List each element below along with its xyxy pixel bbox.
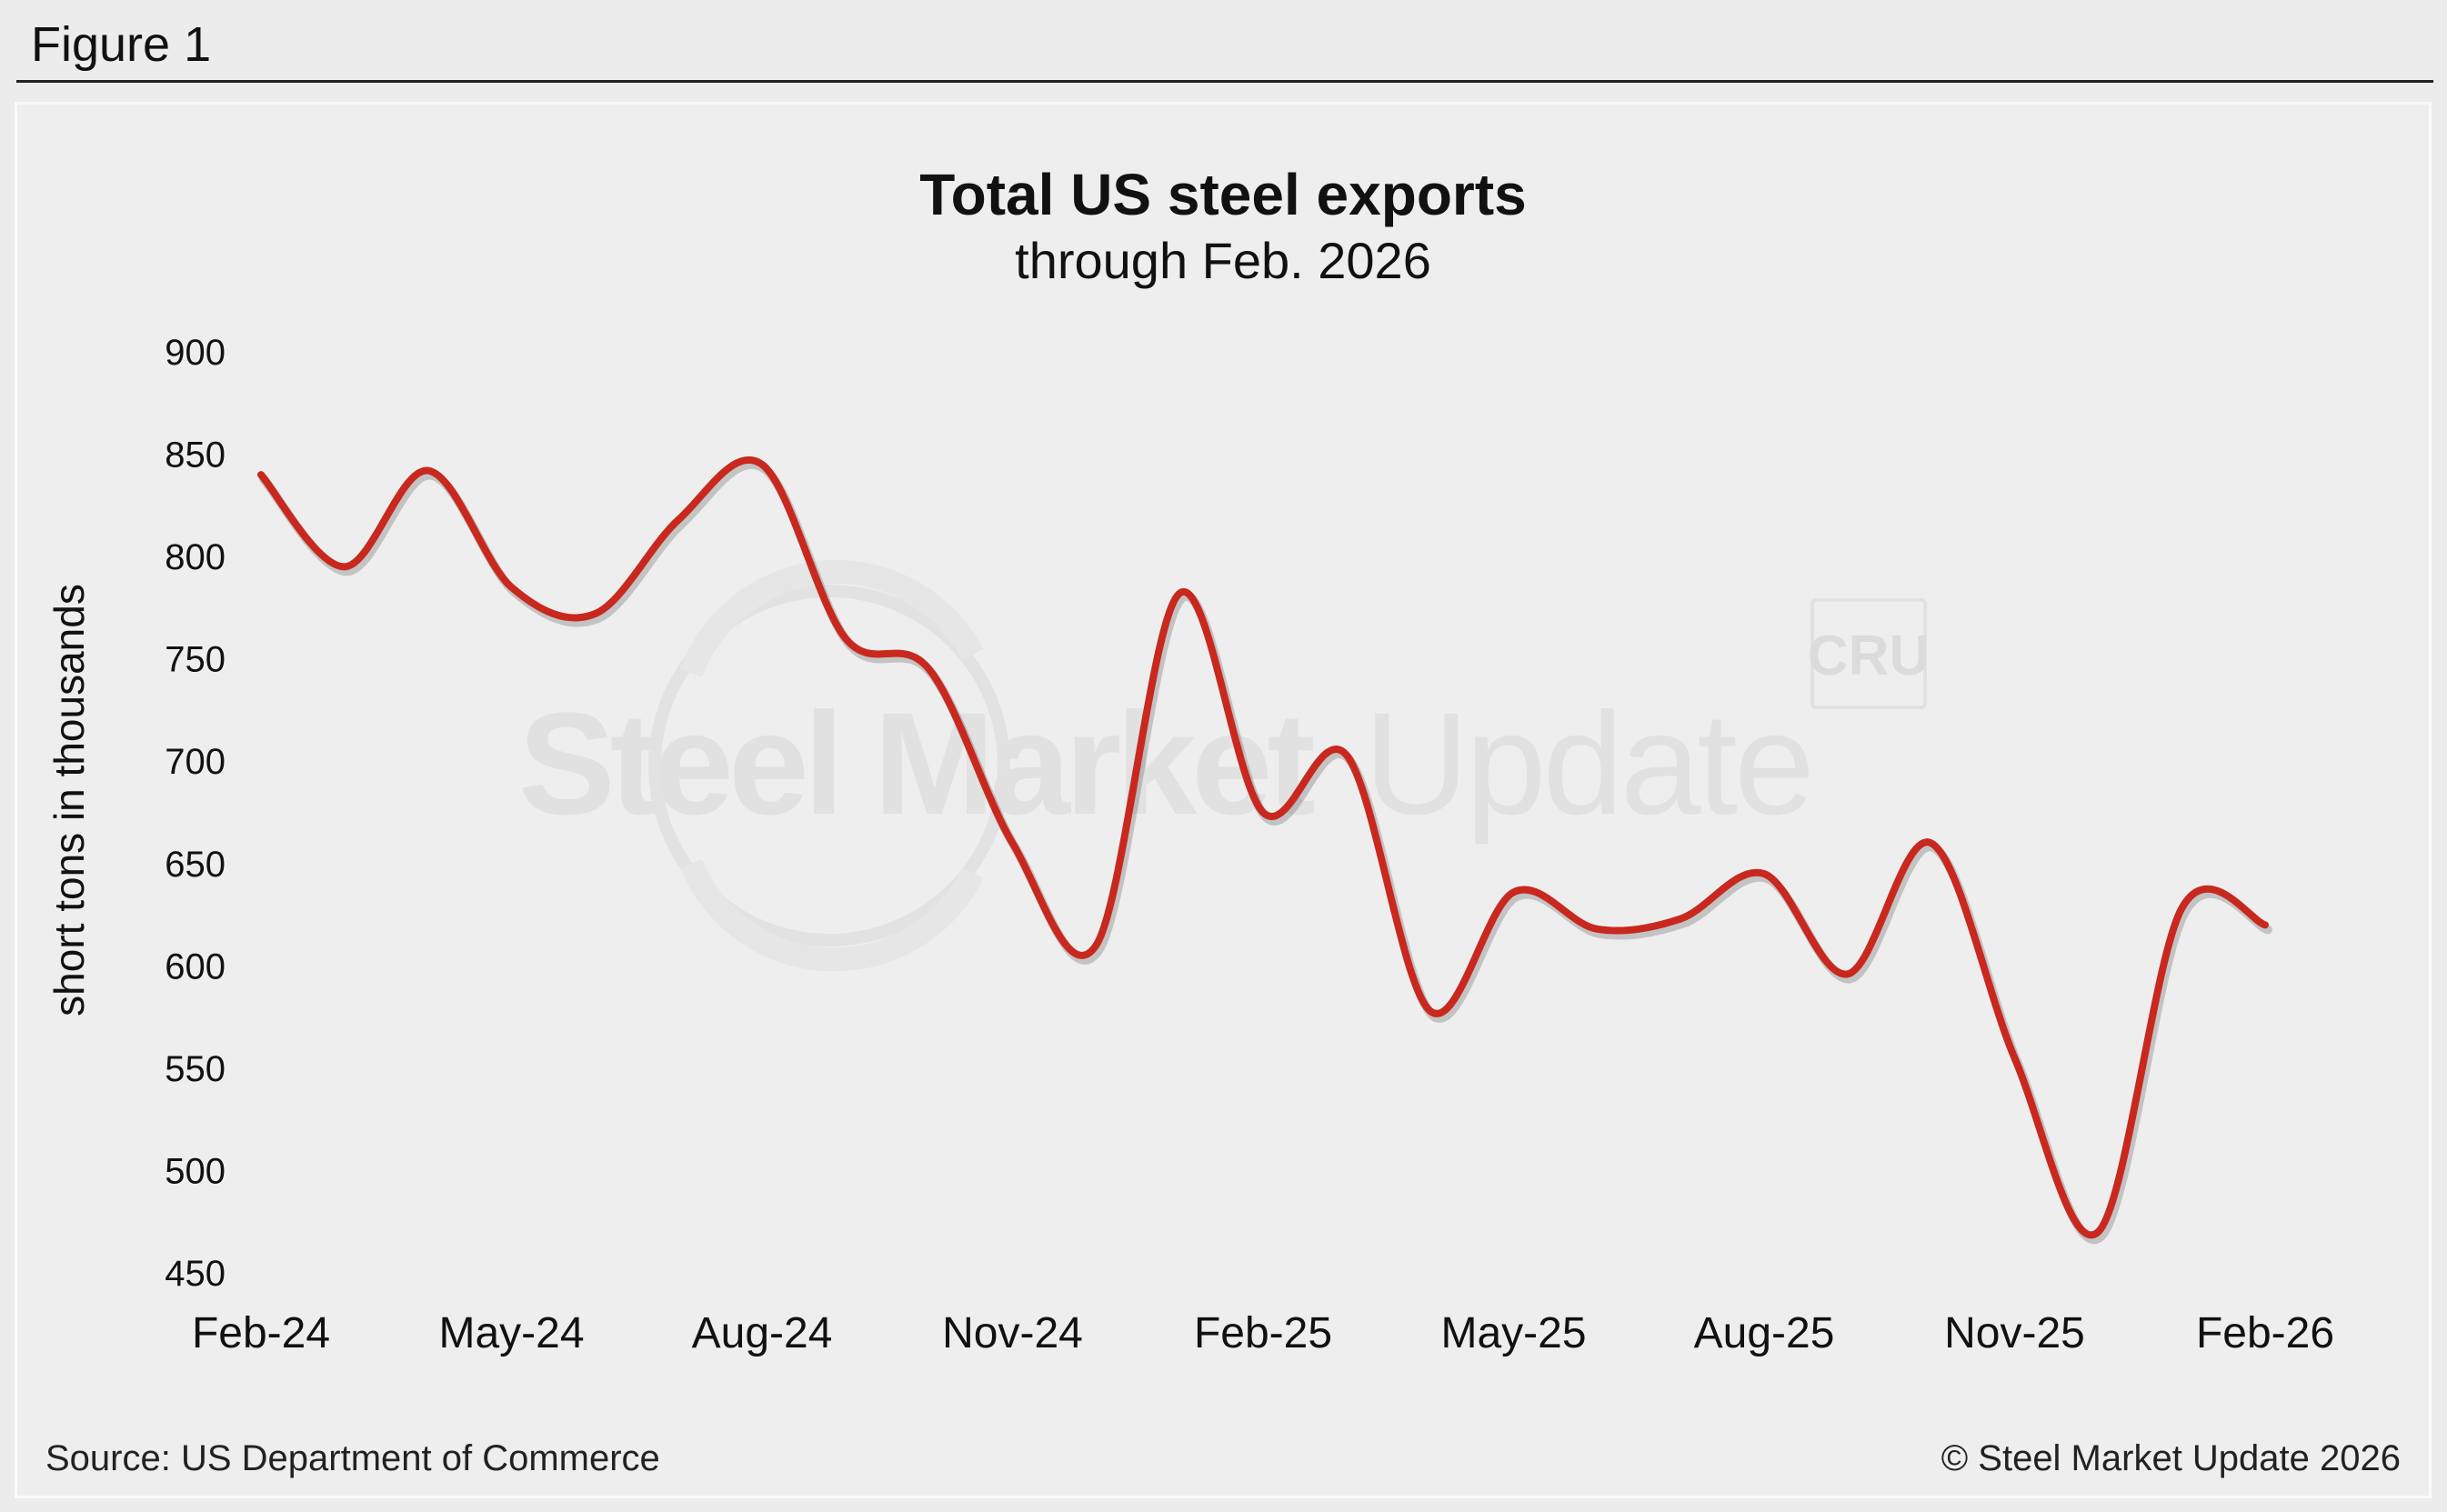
data-point: Apr-25: 578 — [1427, 1007, 1434, 1015]
y-tick-label: 800 — [165, 537, 226, 577]
series-line — [257, 456, 2269, 1239]
series-line-shadow — [259, 459, 2272, 1245]
y-tick-label: 900 — [165, 333, 226, 373]
data-point: Aug-24: 845 — [758, 461, 766, 468]
data-point: Sep-25: 596 — [1844, 970, 1851, 977]
x-tick-label: Feb-26 — [2196, 1309, 2334, 1357]
data-point: May-24: 785 — [508, 584, 516, 591]
figure-label: Figure 1 — [31, 17, 212, 72]
x-tick-label: May-24 — [438, 1309, 584, 1357]
x-tick-label: Aug-25 — [1694, 1309, 1835, 1357]
x-tick-label: Nov-24 — [942, 1309, 1083, 1357]
x-tick-label: May-25 — [1440, 1309, 1586, 1357]
y-axis-label: short tons in thousands — [45, 584, 93, 1016]
y-tick-label: 650 — [165, 845, 226, 885]
data-point: Dec-25: 470 — [2094, 1228, 2101, 1236]
x-tick-label: Feb-24 — [192, 1309, 330, 1357]
chart-panel — [15, 102, 2432, 1498]
data-point: Dec-24: 610 — [1092, 942, 1099, 949]
data-point: May-25: 636 — [1510, 888, 1518, 896]
x-axis-ticks: Feb-24 May-24 Aug-24 Nov-24 Feb-25 May-25 Aug-… — [192, 1309, 2334, 1357]
y-tick-label: 550 — [165, 1049, 226, 1089]
y-axis-ticks: 900 850 800 750 700 650 600 550 500 450 — [165, 333, 226, 1294]
data-point: Mar-25: 703 — [1343, 751, 1350, 758]
watermark-text-light: Update — [1364, 682, 1811, 845]
watermark-text-bold: Steel Market — [518, 682, 1314, 845]
watermark-badge: CRU — [1808, 598, 1930, 709]
y-tick-label: 750 — [165, 640, 226, 680]
x-tick-label: Feb-25 — [1194, 1309, 1332, 1357]
watermark-logo: Steel Market Update — [518, 560, 1815, 972]
data-point: Feb-26: 620 — [2261, 921, 2269, 928]
data-point: Jul-24: 818 — [675, 516, 682, 524]
series-layer: Feb-24: 840 Mar-24: 795 Apr-24: 842 May-24:… — [257, 456, 2272, 1245]
data-point: Feb-25: 675 — [1259, 809, 1267, 816]
data-point: Jan-26: 628 — [2178, 905, 2185, 912]
data-point: Mar-24: 795 — [341, 563, 348, 570]
data-point: Sep-24: 760 — [842, 635, 849, 642]
y-tick-label: 850 — [165, 436, 226, 476]
watermark-badge-text: CRU — [1808, 625, 1930, 687]
data-point: Oct-24: 745 — [926, 666, 933, 673]
chart-title: Total US steel exports — [919, 162, 1526, 227]
copyright-note: © Steel Market Update 2026 — [1941, 1438, 2401, 1478]
y-tick-label: 450 — [165, 1254, 226, 1294]
data-point: Feb-24: 840 — [257, 471, 265, 478]
data-point: Jan-25: 782 — [1176, 590, 1183, 597]
y-tick-label: 600 — [165, 946, 226, 986]
data-point: Jun-24: 772 — [591, 610, 598, 617]
y-tick-label: 700 — [165, 742, 226, 782]
data-point: Nov-25: 555 — [2011, 1055, 2019, 1062]
data-point: Oct-25: 660 — [1928, 839, 1935, 846]
data-point: Apr-24: 842 — [425, 467, 432, 475]
chart-subtitle: through Feb. 2026 — [1015, 232, 1431, 289]
figure-divider — [16, 80, 2433, 83]
y-tick-label: 500 — [165, 1151, 226, 1191]
x-tick-label: Nov-25 — [1944, 1309, 2085, 1357]
source-note: Source: US Department of Commerce — [45, 1438, 660, 1478]
data-point: Aug-25: 645 — [1760, 870, 1768, 877]
data-point: Jun-25: 618 — [1593, 926, 1600, 933]
data-point: Jul-25: 623 — [1677, 916, 1684, 923]
x-tick-label: Aug-24 — [692, 1309, 833, 1357]
data-point: Nov-24: 660 — [1009, 839, 1017, 846]
